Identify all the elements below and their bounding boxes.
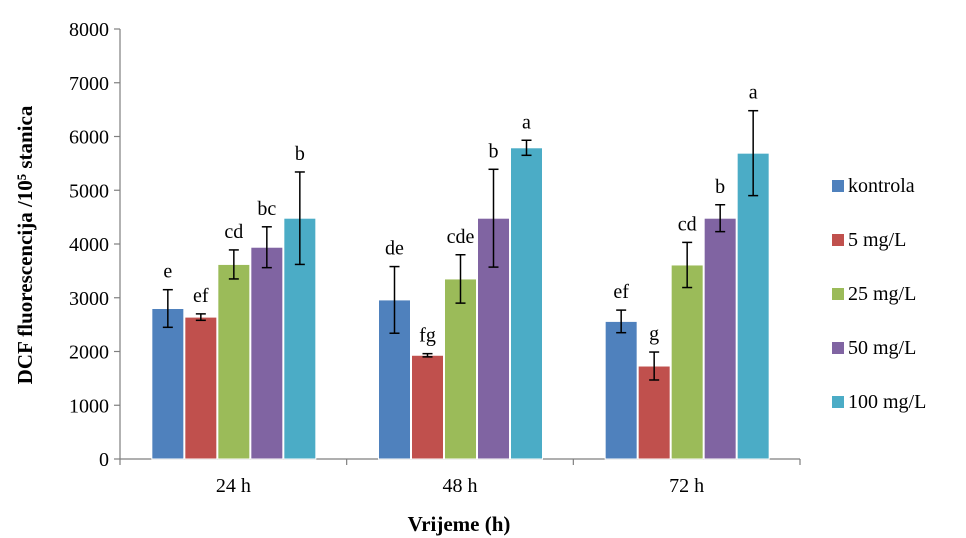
legend-swatch xyxy=(832,234,844,246)
legend-label: 5 mg/L xyxy=(848,229,906,251)
significance-label: bc xyxy=(257,198,276,220)
x-tick-label: 24 h xyxy=(216,475,251,497)
bar xyxy=(217,263,251,460)
bar xyxy=(411,354,444,460)
significance-label: e xyxy=(163,261,172,283)
significance-label: de xyxy=(385,238,404,260)
y-tick-label: 2000 xyxy=(69,342,109,364)
bar xyxy=(184,316,218,460)
legend-swatch xyxy=(832,180,844,192)
y-tick-label: 6000 xyxy=(69,127,109,149)
legend: kontrola 5 mg/L 25 mg/L 50 mg/L 100 mg/L xyxy=(832,175,926,413)
bar xyxy=(604,320,638,460)
bars xyxy=(151,147,770,460)
x-axis: 24 h 48 h 72 h xyxy=(119,458,801,497)
y-tick-label: 3000 xyxy=(69,288,109,310)
bar xyxy=(703,217,737,460)
bar xyxy=(444,278,477,460)
x-tick-label: 72 h xyxy=(669,475,704,497)
x-tick-label: 48 h xyxy=(443,475,478,497)
legend-swatch xyxy=(832,288,844,300)
significance-label: cd xyxy=(678,213,697,235)
bar xyxy=(250,246,284,460)
bar xyxy=(151,308,185,460)
bar xyxy=(736,152,770,460)
legend-label: 25 mg/L xyxy=(848,283,916,305)
bar xyxy=(670,264,704,460)
legend-label: 100 mg/L xyxy=(848,391,926,413)
significance-label: cd xyxy=(224,221,243,243)
error-bars xyxy=(162,109,759,381)
legend-label: kontrola xyxy=(848,175,915,197)
bar xyxy=(510,147,543,460)
y-tick-label: 1000 xyxy=(69,395,109,417)
legend-label: 50 mg/L xyxy=(848,337,916,359)
x-axis-title: Vrijeme (h) xyxy=(408,512,511,536)
significance-label: fg xyxy=(419,325,436,347)
bar xyxy=(637,365,671,460)
significance-label: b xyxy=(715,176,725,198)
significance-label: ef xyxy=(613,281,629,303)
y-tick-label: 5000 xyxy=(69,180,109,202)
significance-label: a xyxy=(522,111,531,133)
significance-label: g xyxy=(649,323,659,345)
significance-label: ef xyxy=(193,285,209,307)
significance-label: b xyxy=(295,143,305,165)
significance-label: cde xyxy=(447,226,475,248)
legend-swatch xyxy=(832,342,844,354)
significance-label: b xyxy=(489,140,499,162)
y-axis-title: DCF fluorescencija /10⁵ stanica xyxy=(13,105,37,384)
y-tick-label: 7000 xyxy=(69,73,109,95)
significance-label: a xyxy=(749,82,758,104)
y-tick-label: 4000 xyxy=(69,234,109,256)
y-axis: 0 1000 2000 3000 4000 5000 6000 7000 8000 xyxy=(69,19,121,471)
y-tick-label: 8000 xyxy=(69,19,109,41)
y-tick-label: 0 xyxy=(99,449,109,471)
legend-swatch xyxy=(832,396,844,408)
